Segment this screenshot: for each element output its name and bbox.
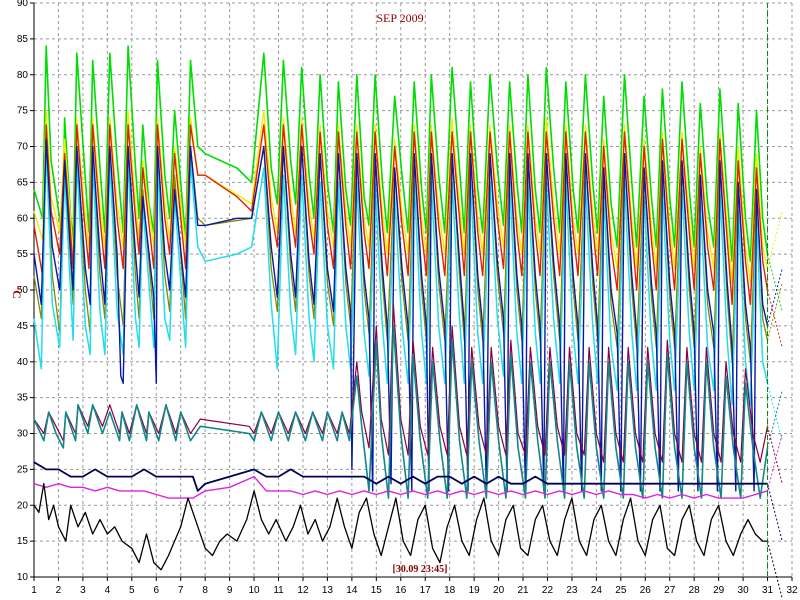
y-tick-label: 10 <box>17 572 29 583</box>
x-tick-label: 14 <box>346 585 358 596</box>
x-tick-label: 4 <box>105 585 111 596</box>
y-tick-label: 85 <box>17 34 29 45</box>
x-tick-label: 23 <box>566 585 578 596</box>
series-continuation-11 <box>767 540 783 599</box>
x-tick-label: 15 <box>371 585 383 596</box>
y-tick-label: 90 <box>17 0 29 9</box>
x-tick-label: 1 <box>31 585 37 596</box>
y-tick-label: 45 <box>17 321 29 332</box>
x-tick-label: 5 <box>129 585 135 596</box>
y-tick-label: 25 <box>17 464 29 475</box>
x-tick-label: 31 <box>762 585 774 596</box>
x-tick-label: 19 <box>469 585 481 596</box>
series-continuation-9 <box>767 483 783 542</box>
series-continuation-1 <box>767 253 783 312</box>
series-continuation-3 <box>767 289 783 348</box>
x-tick-label: 18 <box>444 585 456 596</box>
y-tick-labels: 10 15 20 25 30 35 40 45 50 55 60 65 70 75 80 85 90 <box>17 0 29 583</box>
x-tick-label: 21 <box>517 585 529 596</box>
series-line-5 <box>33 145 769 406</box>
x-tick-label: 12 <box>297 585 309 596</box>
x-tick-label: 16 <box>395 585 407 596</box>
x-tick-label: 6 <box>153 585 159 596</box>
x-tick-label: 32 <box>786 585 798 596</box>
y-axis-label: °C <box>10 285 24 298</box>
y-tick-label: 35 <box>17 393 29 404</box>
x-tick-label: 10 <box>249 585 261 596</box>
y-tick-label: 50 <box>17 285 29 296</box>
x-tick-label: 9 <box>227 585 233 596</box>
x-tick-label: 24 <box>591 585 603 596</box>
chart-title: SEP 2009 <box>376 11 423 25</box>
series-continuation-6 <box>767 268 783 327</box>
series-line-9 <box>33 461 768 492</box>
series-line-10 <box>33 475 768 499</box>
series-line-8 <box>33 325 769 499</box>
x-tick-label: 7 <box>178 585 184 596</box>
x-tick-label: 17 <box>420 585 432 596</box>
y-tick-label: 15 <box>17 536 29 547</box>
series-continuation-7 <box>767 426 783 484</box>
x-tick-label: 22 <box>542 585 554 596</box>
x-tick-label: 13 <box>322 585 334 596</box>
x-tick-label: 29 <box>713 585 725 596</box>
x-tick-label: 25 <box>615 585 627 596</box>
y-tick-label: 80 <box>17 70 29 81</box>
y-tick-label: 55 <box>17 249 29 260</box>
series-continuation-2 <box>767 210 783 269</box>
timestamp-label: [30.09 23:45] <box>393 564 448 575</box>
series-line-3 <box>33 124 769 306</box>
series-continuation-10 <box>767 433 783 492</box>
y-tick-label: 65 <box>17 177 29 188</box>
x-tick-label: 27 <box>664 585 676 596</box>
series-line-11 <box>33 483 768 571</box>
series-continuation-8 <box>767 390 783 449</box>
x-tick-label: 3 <box>80 585 86 596</box>
axes <box>30 2 793 581</box>
x-tick-label: 8 <box>202 585 208 596</box>
x-tick-label: 20 <box>493 585 505 596</box>
series-continuation-5 <box>767 383 783 441</box>
x-tick-label: 28 <box>689 585 701 596</box>
series-line-1 <box>33 45 769 263</box>
y-tick-label: 30 <box>17 429 29 440</box>
x-tick-label: 26 <box>640 585 652 596</box>
y-tick-label: 40 <box>17 357 29 368</box>
x-tick-label: 30 <box>738 585 750 596</box>
series-lines <box>33 45 783 599</box>
series-line-6 <box>33 138 769 492</box>
x-tick-label: 11 <box>273 585 284 596</box>
y-tick-label: 70 <box>17 142 29 153</box>
y-tick-label: 20 <box>17 500 29 511</box>
series-continuation-4 <box>767 282 783 341</box>
y-tick-label: 60 <box>17 213 29 224</box>
x-tick-label: 2 <box>56 585 62 596</box>
x-tick-labels: 1 2 3 4 5 6 7 8 9 10 11 12 13 14 15 16 17 18 19 20 21 22 23 24 2… <box>31 585 798 596</box>
y-tick-label: 75 <box>17 106 29 117</box>
